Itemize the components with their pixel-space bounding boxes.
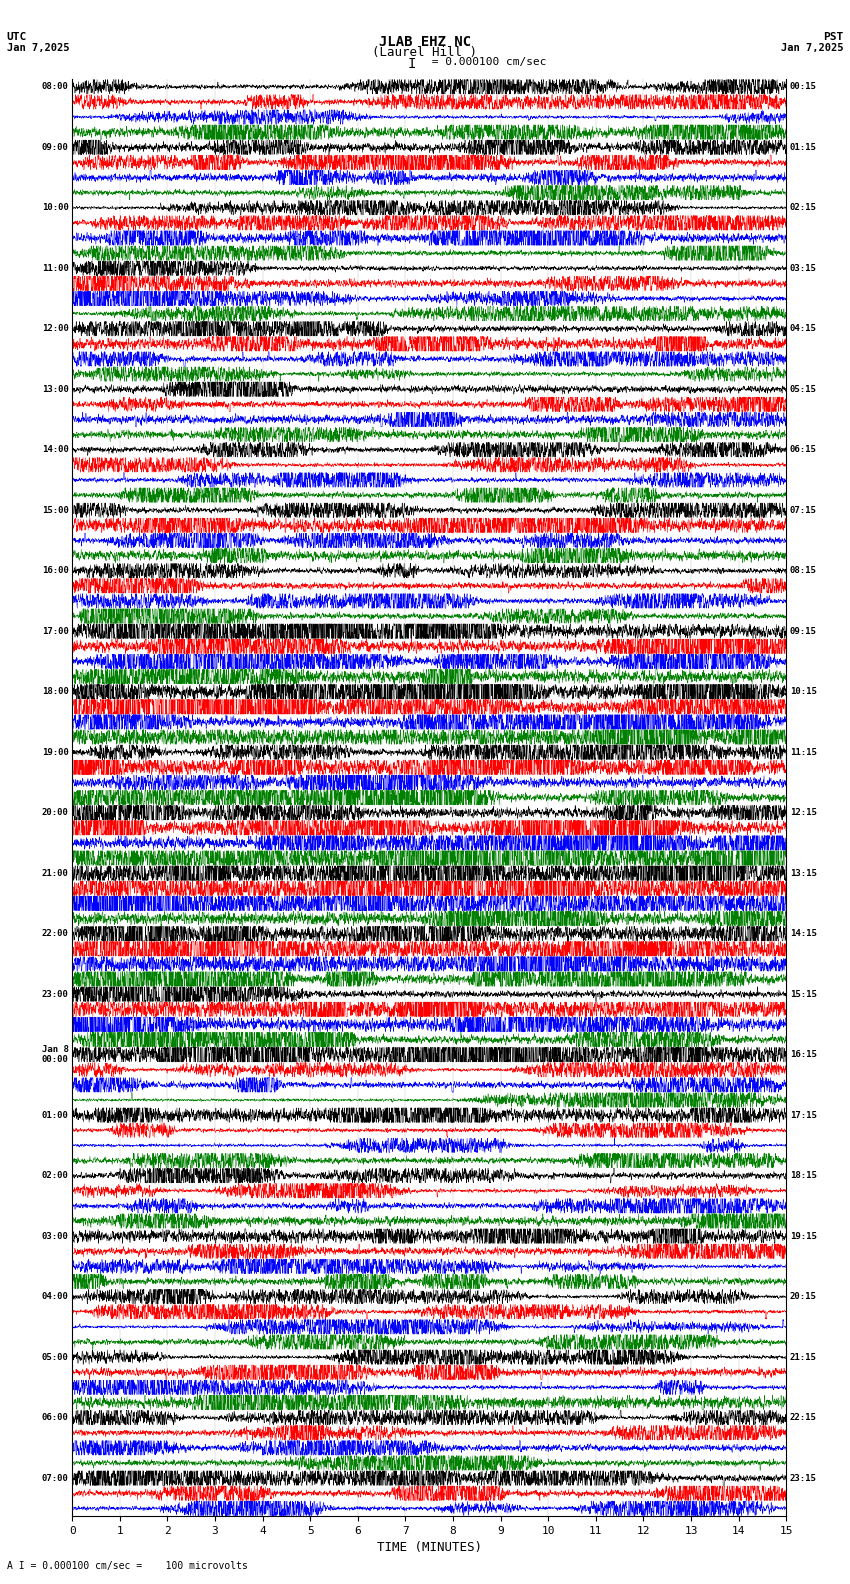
Text: 00:00: 00:00 <box>42 1055 69 1064</box>
Text: Jan 7,2025: Jan 7,2025 <box>7 43 70 52</box>
Text: (Laurel Hill ): (Laurel Hill ) <box>372 46 478 59</box>
Text: 06:15: 06:15 <box>790 445 817 455</box>
Text: 16:15: 16:15 <box>790 1050 817 1060</box>
Text: 08:00: 08:00 <box>42 82 69 92</box>
Text: 16:00: 16:00 <box>42 565 69 575</box>
Text: Jan 8: Jan 8 <box>42 1045 69 1055</box>
Text: 03:15: 03:15 <box>790 265 817 272</box>
Text: 23:15: 23:15 <box>790 1473 817 1483</box>
Text: 23:00: 23:00 <box>42 990 69 998</box>
Text: 07:00: 07:00 <box>42 1473 69 1483</box>
Text: 14:00: 14:00 <box>42 445 69 455</box>
Text: 09:15: 09:15 <box>790 627 817 635</box>
Text: 09:00: 09:00 <box>42 143 69 152</box>
Text: 08:15: 08:15 <box>790 565 817 575</box>
Text: 00:15: 00:15 <box>790 82 817 92</box>
Text: 05:15: 05:15 <box>790 385 817 394</box>
Text: 05:00: 05:00 <box>42 1353 69 1362</box>
Text: 10:15: 10:15 <box>790 687 817 697</box>
Text: 17:15: 17:15 <box>790 1110 817 1120</box>
Text: 13:00: 13:00 <box>42 385 69 394</box>
Text: 04:00: 04:00 <box>42 1293 69 1300</box>
Text: 10:00: 10:00 <box>42 203 69 212</box>
Text: I: I <box>408 57 416 71</box>
X-axis label: TIME (MINUTES): TIME (MINUTES) <box>377 1541 482 1554</box>
Text: 01:15: 01:15 <box>790 143 817 152</box>
Text: 11:15: 11:15 <box>790 748 817 757</box>
Text: 21:00: 21:00 <box>42 868 69 878</box>
Text: 20:00: 20:00 <box>42 808 69 817</box>
Text: 15:00: 15:00 <box>42 505 69 515</box>
Text: UTC: UTC <box>7 32 27 41</box>
Text: 19:00: 19:00 <box>42 748 69 757</box>
Text: 18:15: 18:15 <box>790 1171 817 1180</box>
Text: 12:00: 12:00 <box>42 325 69 333</box>
Text: = 0.000100 cm/sec: = 0.000100 cm/sec <box>425 57 547 67</box>
Text: 11:00: 11:00 <box>42 265 69 272</box>
Text: 01:00: 01:00 <box>42 1110 69 1120</box>
Text: 13:15: 13:15 <box>790 868 817 878</box>
Text: Jan 7,2025: Jan 7,2025 <box>780 43 843 52</box>
Text: 14:15: 14:15 <box>790 930 817 938</box>
Text: 22:15: 22:15 <box>790 1413 817 1422</box>
Text: 03:00: 03:00 <box>42 1232 69 1240</box>
Text: 07:15: 07:15 <box>790 505 817 515</box>
Text: 17:00: 17:00 <box>42 627 69 635</box>
Text: JLAB EHZ NC: JLAB EHZ NC <box>379 35 471 49</box>
Text: 18:00: 18:00 <box>42 687 69 697</box>
Text: 15:15: 15:15 <box>790 990 817 998</box>
Text: 22:00: 22:00 <box>42 930 69 938</box>
Text: 06:00: 06:00 <box>42 1413 69 1422</box>
Text: 20:15: 20:15 <box>790 1293 817 1300</box>
Text: 21:15: 21:15 <box>790 1353 817 1362</box>
Text: A I = 0.000100 cm/sec =    100 microvolts: A I = 0.000100 cm/sec = 100 microvolts <box>7 1562 247 1571</box>
Text: 19:15: 19:15 <box>790 1232 817 1240</box>
Text: 04:15: 04:15 <box>790 325 817 333</box>
Text: 02:15: 02:15 <box>790 203 817 212</box>
Text: 02:00: 02:00 <box>42 1171 69 1180</box>
Text: 12:15: 12:15 <box>790 808 817 817</box>
Text: PST: PST <box>823 32 843 41</box>
